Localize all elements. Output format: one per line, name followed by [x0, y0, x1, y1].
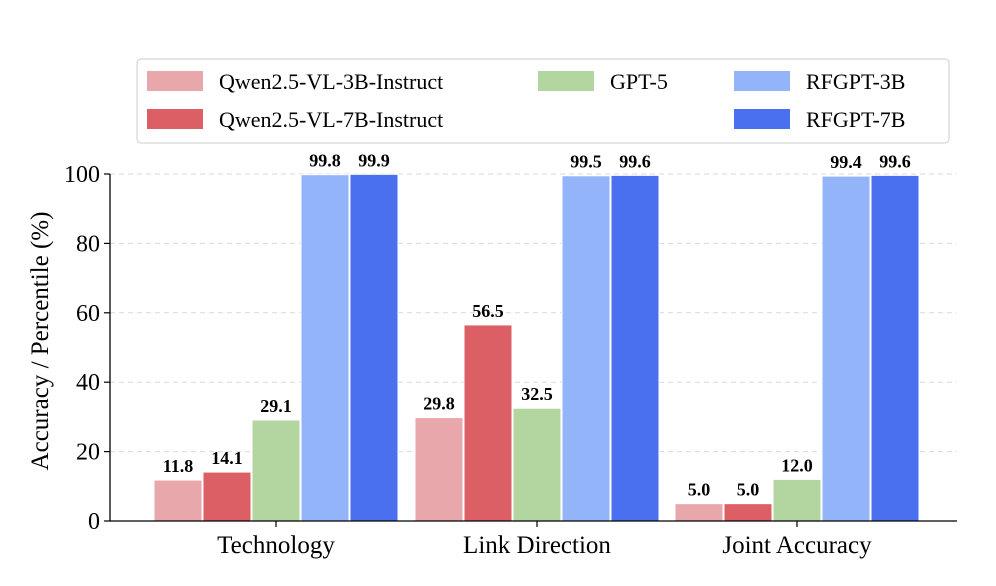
- bar-value-label: 99.5: [570, 152, 602, 172]
- y-tick-label: 20: [76, 440, 100, 466]
- value-labels: 11.8 14.1 29.1 99.8 99.9 29.8 56.5 32.5 99.5 99.6…: [163, 150, 911, 499]
- x-category-label: Joint Accuracy: [722, 532, 872, 559]
- bar: [512, 407, 562, 522]
- bar-value-label: 99.9: [358, 150, 390, 170]
- bar-value-label: 5.0: [737, 480, 760, 500]
- y-tick-label: 40: [76, 370, 100, 396]
- bar-value-label: 5.0: [688, 480, 711, 500]
- legend-label: RFGPT-7B: [806, 107, 905, 132]
- legend-swatch: [734, 71, 790, 91]
- x-category-labels: Technology Link Direction Joint Accuracy: [217, 521, 872, 559]
- bar-value-label: 11.8: [163, 456, 194, 476]
- bar-value-label: 12.0: [781, 455, 813, 475]
- bar: [723, 503, 773, 522]
- legend-swatch: [734, 109, 790, 129]
- bar: [463, 324, 513, 522]
- bar: [772, 478, 822, 522]
- bar-value-label: 14.1: [211, 448, 243, 468]
- bar-value-label: 29.8: [423, 394, 455, 414]
- bar-value-label: 29.1: [260, 396, 292, 416]
- y-tick-label: 100: [64, 162, 100, 188]
- bar: [561, 175, 611, 522]
- bar: [349, 173, 399, 522]
- bar: [153, 479, 203, 522]
- bar-value-label: 99.4: [830, 152, 862, 172]
- bars: [153, 173, 920, 522]
- y-tick-label: 80: [76, 231, 100, 257]
- legend-label: Qwen2.5-VL-7B-Instruct: [219, 107, 443, 132]
- bar-value-label: 99.8: [309, 151, 341, 171]
- bar: [414, 417, 464, 522]
- y-ticks: 0 20 40 60 80 100: [64, 162, 110, 535]
- bar: [202, 471, 252, 522]
- bar: [251, 419, 301, 522]
- bar: [610, 174, 660, 522]
- bar-value-label: 99.6: [879, 151, 911, 171]
- bar: [300, 174, 350, 522]
- bar: [674, 503, 724, 522]
- legend-swatch: [538, 71, 594, 91]
- legend-label: GPT-5: [610, 69, 668, 94]
- legend-label: RFGPT-3B: [806, 69, 905, 94]
- bar: [821, 175, 871, 522]
- y-tick-label: 60: [76, 301, 100, 327]
- legend-swatch: [147, 109, 203, 129]
- axes: [109, 174, 957, 522]
- legend-label: Qwen2.5-VL-3B-Instruct: [219, 69, 443, 94]
- bar-value-label: 99.6: [619, 151, 651, 171]
- bar: [870, 174, 920, 522]
- y-axis-title: Accuracy / Percentile (%): [27, 212, 54, 471]
- bar-value-label: 56.5: [472, 301, 504, 321]
- bar-value-label: 32.5: [521, 384, 553, 404]
- x-category-label: Link Direction: [463, 532, 611, 559]
- legend: Qwen2.5-VL-3B-Instruct Qwen2.5-VL-7B-Inst…: [136, 58, 950, 144]
- x-category-label: Technology: [217, 532, 335, 559]
- legend-swatch: [147, 71, 203, 91]
- y-tick-label: 0: [88, 509, 100, 535]
